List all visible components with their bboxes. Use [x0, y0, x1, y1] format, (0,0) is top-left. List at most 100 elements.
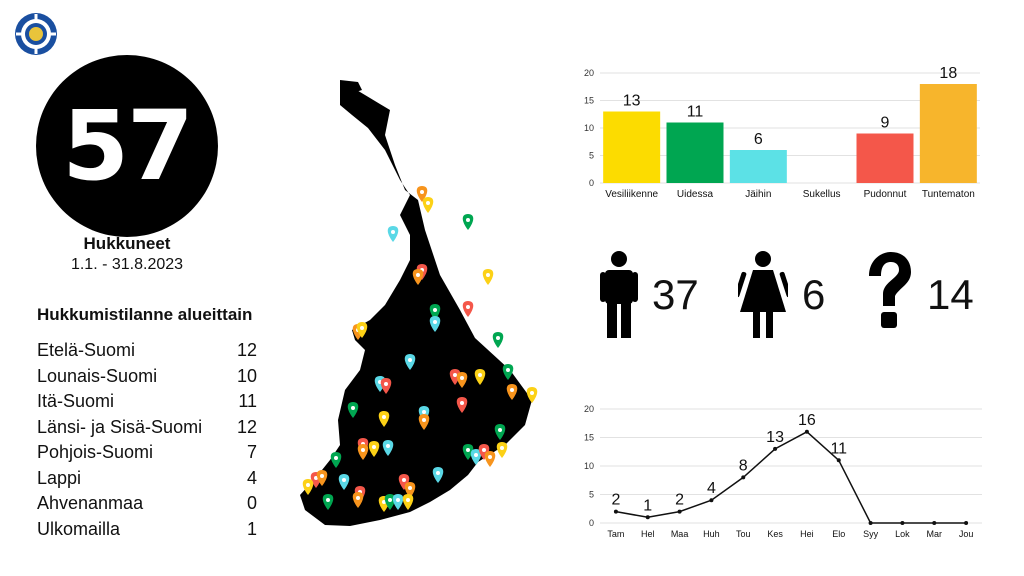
region-value: 0 [246, 493, 257, 513]
map-pin [482, 269, 494, 285]
map-pin-dot [422, 410, 426, 414]
line-point [613, 509, 618, 514]
map-pin-dot [314, 476, 318, 480]
line-ytick-label: 5 [589, 490, 594, 500]
region-name: Itä-Suomi [37, 391, 115, 411]
map-pin [418, 414, 430, 430]
map-pin-dot [326, 498, 330, 502]
region-name: Pohjois-Suomi [37, 442, 154, 462]
female-count: 6 [802, 271, 826, 318]
map-pin [338, 474, 350, 490]
map-pin [494, 424, 506, 440]
bar-ytick-label: 15 [584, 96, 594, 106]
map-pin-dot [320, 474, 324, 478]
line-value-label: 2 [675, 492, 684, 509]
region-row: Ahvenanmaa 0 [37, 491, 257, 517]
line-category-label: Lok [895, 529, 910, 539]
map-pin-dot [360, 326, 364, 330]
line-point [868, 521, 873, 525]
line-series [615, 430, 967, 524]
map-pin [322, 494, 334, 510]
map-pin [484, 451, 496, 467]
line-point [645, 515, 650, 520]
total-label: Hukkuneet [83, 234, 171, 253]
map-pin [432, 467, 444, 483]
map-pin-dot [466, 218, 470, 222]
cause-bar-chart: 0 5 10 15 20 13 Vesiliikenne 11 Uidessa 6 Jäihin Su… [584, 65, 980, 200]
map-pin [462, 301, 474, 317]
region-name: Etelä-Suomi [37, 340, 136, 360]
map-pin-dot [372, 445, 376, 449]
map-pin [402, 494, 414, 510]
map-pin [302, 479, 314, 495]
map-pin [470, 449, 482, 465]
line-category-label: Tam [607, 529, 624, 539]
map-pin [356, 322, 368, 338]
line-category-label: Tou [736, 529, 751, 539]
map-pin [347, 402, 359, 418]
bar [919, 84, 977, 183]
line-category-label: Kes [767, 529, 783, 539]
region-value: 12 [237, 416, 258, 437]
bar [856, 133, 914, 183]
region-name: Lounais-Suomi [37, 365, 158, 386]
total-badge: 57 [36, 55, 218, 237]
bar-ytick-label: 20 [584, 68, 594, 78]
map-pin-dot [416, 273, 420, 277]
bar-value-label: 6 [754, 131, 763, 148]
line-value-label: 2 [611, 492, 620, 509]
region-value: 11 [238, 391, 257, 411]
map-pin [330, 452, 342, 468]
map-pin-dot [408, 358, 412, 362]
region-row: Pohjois-Suomi 7 [37, 440, 257, 466]
map-pin-dot [422, 418, 426, 422]
line-ytick-label: 0 [589, 518, 594, 528]
total-value: 57 [62, 90, 194, 202]
map-pin-dot [466, 448, 470, 452]
map-pin-dot [382, 415, 386, 419]
map-pin [456, 397, 468, 413]
bar-category-label: Uidessa [677, 189, 714, 200]
line-category-label: Syy [863, 529, 879, 539]
line-category-label: Elo [832, 529, 845, 539]
total-period: 1.1. - 31.8.2023 [70, 256, 184, 273]
bar-ytick-label: 0 [589, 178, 594, 188]
line-ytick-label: 20 [584, 404, 594, 414]
line-value-label: 1 [643, 497, 652, 514]
line-value-label: 8 [739, 457, 748, 474]
map-pin [526, 387, 538, 403]
map-pin-dot [402, 478, 406, 482]
female-icon [738, 251, 788, 338]
map-pin-dot [386, 444, 390, 448]
map-pin [404, 354, 416, 370]
bar-ytick-label: 5 [589, 151, 594, 161]
map-pin-dot [460, 401, 464, 405]
bar [729, 150, 787, 183]
region-value: 1 [246, 518, 257, 539]
map-pin-dot [433, 320, 437, 324]
map-pin-dot [506, 368, 510, 372]
region-value: 7 [246, 442, 257, 462]
region-name: Ulkomailla [37, 518, 121, 539]
unknown-count: 14 [927, 271, 974, 318]
bar [666, 122, 724, 183]
map-pin [429, 316, 441, 332]
line-category-label: Mar [927, 529, 943, 539]
map-pin-dot [391, 230, 395, 234]
line-point [900, 521, 905, 525]
map-pin-dot [361, 448, 365, 452]
map-pin [474, 369, 486, 385]
map-pin-dot [486, 273, 490, 277]
map-pin-dot [500, 446, 504, 450]
map-pin-dot [382, 500, 386, 504]
line-point [804, 429, 809, 434]
region-value: 12 [237, 340, 258, 360]
region-row: Ulkomailla 1 [37, 517, 257, 543]
line-category-label: Jou [959, 529, 974, 539]
region-name: Lappi [37, 467, 82, 488]
bar-value-label: 11 [687, 104, 704, 121]
gender-female: 6 [738, 250, 825, 340]
map-pin-dot [530, 391, 534, 395]
line-ytick-label: 10 [584, 461, 594, 471]
map-pin-dot [488, 455, 492, 459]
